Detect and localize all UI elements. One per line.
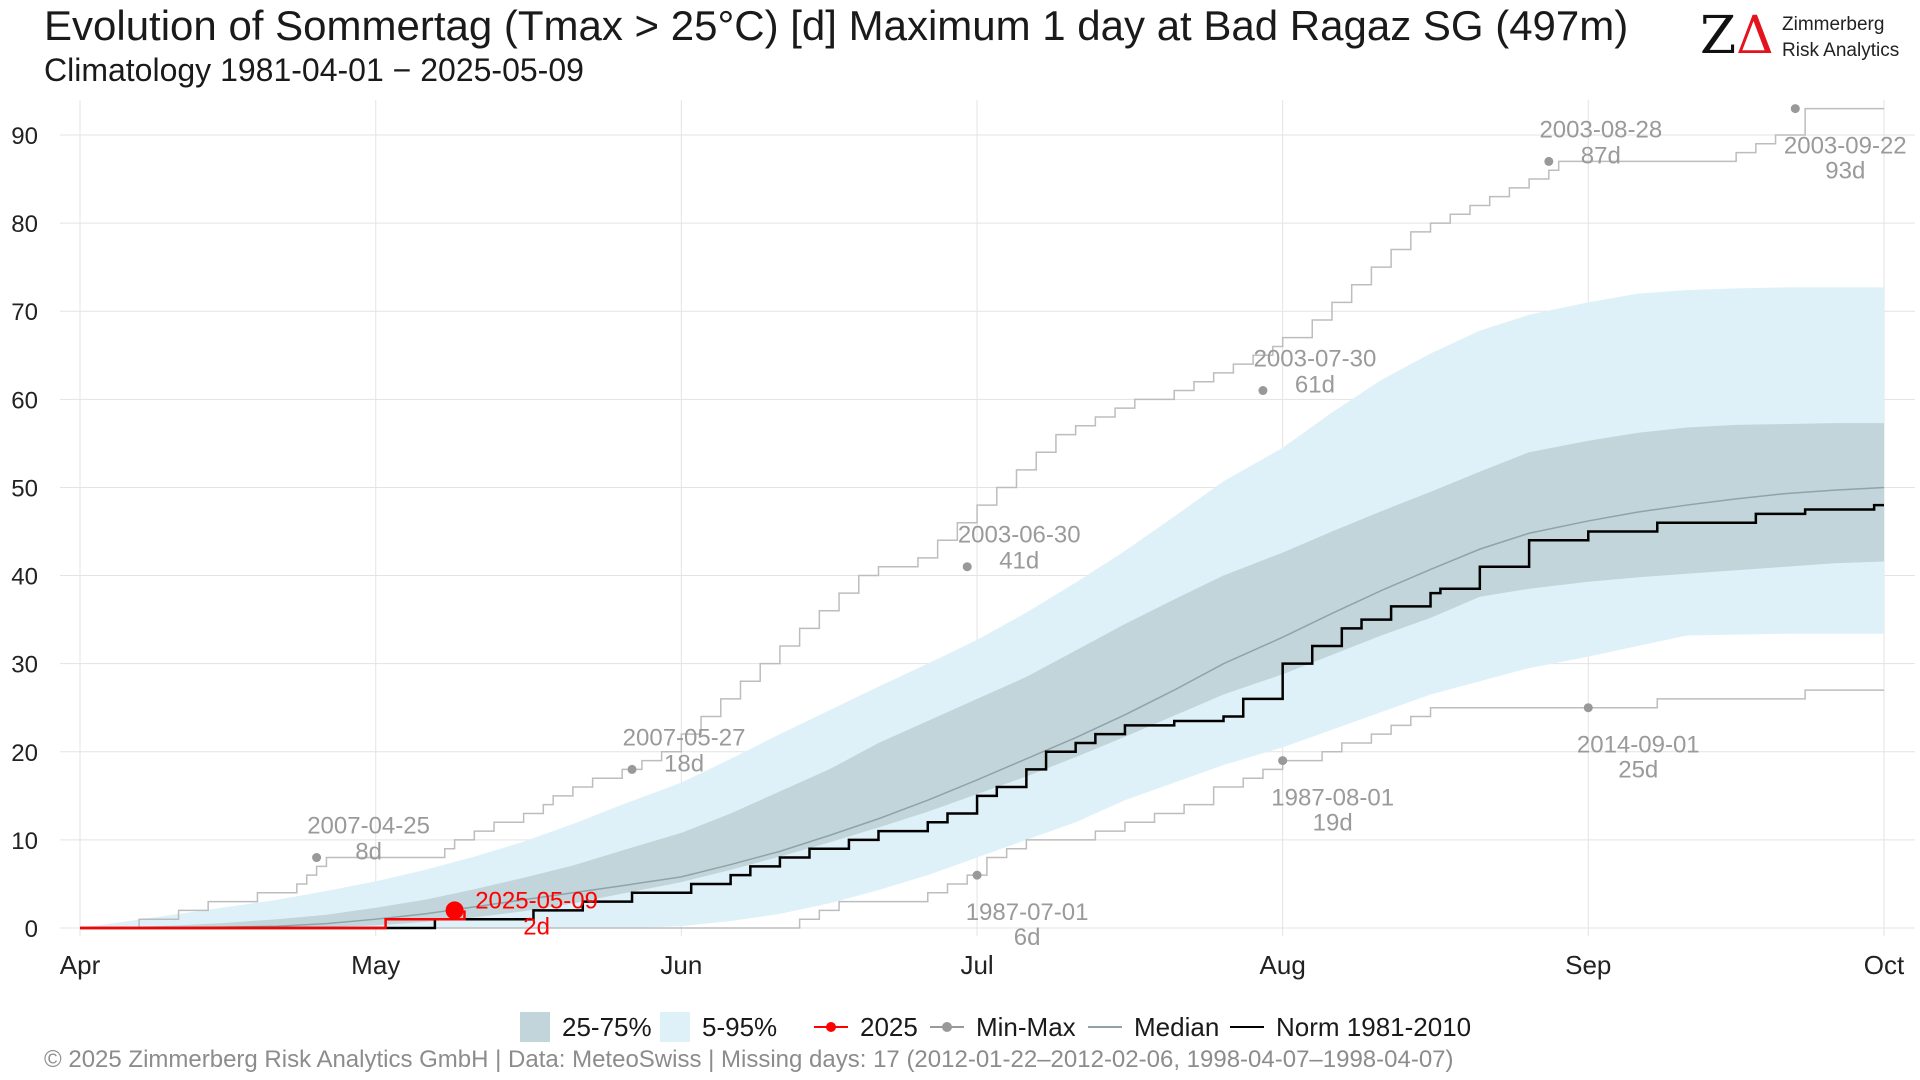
current-marker <box>445 901 464 920</box>
band-iqr <box>80 423 1884 928</box>
record-marker <box>1544 156 1554 166</box>
series-max-line <box>80 107 1884 929</box>
legend-symbol-median <box>1088 1012 1122 1042</box>
annotation-date: 2007-04-25 <box>307 813 430 840</box>
annotation-date: 2003-08-28 <box>1539 116 1662 143</box>
chart-title: Evolution of Sommertag (Tmax > 25°C) [d]… <box>44 2 1629 49</box>
x-tick-label: Jun <box>660 950 702 980</box>
footer-credits: © 2025 Zimmerberg Risk Analytics GmbH | … <box>44 1046 1454 1073</box>
company-logo: ZΔ Zimmerberg Risk Analytics <box>1700 8 1900 68</box>
logo-text-line2: Risk Analytics <box>1782 40 1900 61</box>
annotation-days: 8d <box>355 839 382 866</box>
y-tick-label: 80 <box>11 211 38 238</box>
legend-label-iqr: 25-75% <box>562 1011 652 1042</box>
y-tick-label: 20 <box>11 740 38 767</box>
series-min-line <box>80 689 1884 929</box>
x-tick-label: Aug <box>1260 950 1306 980</box>
x-tick-label: Jul <box>960 950 993 980</box>
record-marker <box>1258 386 1268 396</box>
x-tick-label: Apr <box>60 950 101 980</box>
annotation-days: 87d <box>1581 142 1621 169</box>
annotation-date: 2007-05-27 <box>623 724 746 751</box>
x-tick-label: Oct <box>1864 950 1905 980</box>
annotation-days: 18d <box>664 750 704 777</box>
logo-mark: ZΔ <box>1700 6 1774 66</box>
annotation-date: 1987-08-01 <box>1271 785 1394 812</box>
climatology-chart: 0 10 20 30 40 50 60 70 80 90 Apr May Jun Jul Aug Sep Oct… <box>11 100 1915 980</box>
annotation-days: 25d <box>1618 757 1658 784</box>
series-current-line <box>80 910 466 930</box>
annotation-days: 93d <box>1825 158 1865 185</box>
annotation-days: 41d <box>999 548 1039 575</box>
y-tick-label: 30 <box>11 652 38 679</box>
legend-swatch-p5-95 <box>660 1012 690 1042</box>
x-tick-label: May <box>351 950 400 980</box>
y-tick-label: 60 <box>11 387 38 414</box>
annotation-days: 6d <box>1014 924 1041 951</box>
record-marker <box>1583 703 1593 713</box>
y-tick-label: 10 <box>11 828 38 855</box>
chart-legend: 25-75% 5-95% 2025 Min-Max Median Norm 19… <box>0 1004 1920 1052</box>
series-norm-line <box>80 503 1884 930</box>
legend-item-current: 2025 <box>814 1012 918 1042</box>
annotation-days: 2d <box>523 913 550 940</box>
annotation-days: 19d <box>1313 810 1353 837</box>
legend-item-norm: Norm 1981-2010 <box>1230 1012 1471 1042</box>
annotation-date: 2003-09-22 <box>1784 133 1907 160</box>
annotation-date: 1987-07-01 <box>966 899 1089 926</box>
record-marker <box>1278 756 1288 766</box>
legend-symbol-minmax <box>930 1012 964 1042</box>
legend-label-p5-95: 5-95% <box>702 1011 778 1042</box>
legend-label-minmax: Min-Max <box>976 1011 1076 1042</box>
y-tick-label: 50 <box>11 475 38 502</box>
legend-label-median: Median <box>1134 1011 1220 1042</box>
legend-label-norm: Norm 1981-2010 <box>1276 1011 1472 1042</box>
annotation-date: 2003-06-30 <box>958 522 1081 549</box>
legend-item-iqr: 25-75% <box>520 1012 652 1042</box>
x-tick-label: Sep <box>1565 950 1611 980</box>
legend-item-p5-95: 5-95% <box>660 1012 777 1042</box>
legend-swatch-iqr <box>520 1012 550 1042</box>
record-marker <box>1790 104 1800 114</box>
record-marker <box>312 853 322 863</box>
band-p5-95 <box>80 287 1884 928</box>
legend-symbol-current <box>814 1012 848 1042</box>
legend-symbol-norm <box>1230 1012 1264 1042</box>
chart-subtitle: Climatology 1981-04-01 − 2025-05-09 <box>44 52 584 88</box>
y-tick-label: 90 <box>11 123 38 150</box>
record-marker <box>627 764 637 774</box>
annotation-date: 2025-05-09 <box>475 887 598 914</box>
legend-item-median: Median <box>1088 1012 1219 1042</box>
logo-text-line1: Zimmerberg <box>1782 14 1885 35</box>
annotation-days: 61d <box>1295 372 1335 399</box>
record-marker <box>972 870 982 880</box>
record-marker <box>962 562 972 572</box>
legend-label-current: 2025 <box>860 1011 918 1042</box>
legend-item-minmax: Min-Max <box>930 1012 1076 1042</box>
annotation-date: 2014-09-01 <box>1577 732 1700 759</box>
y-tick-label: 0 <box>25 916 38 943</box>
y-tick-label: 70 <box>11 299 38 326</box>
annotation-date: 2003-07-30 <box>1254 346 1377 373</box>
y-tick-label: 40 <box>11 564 38 591</box>
